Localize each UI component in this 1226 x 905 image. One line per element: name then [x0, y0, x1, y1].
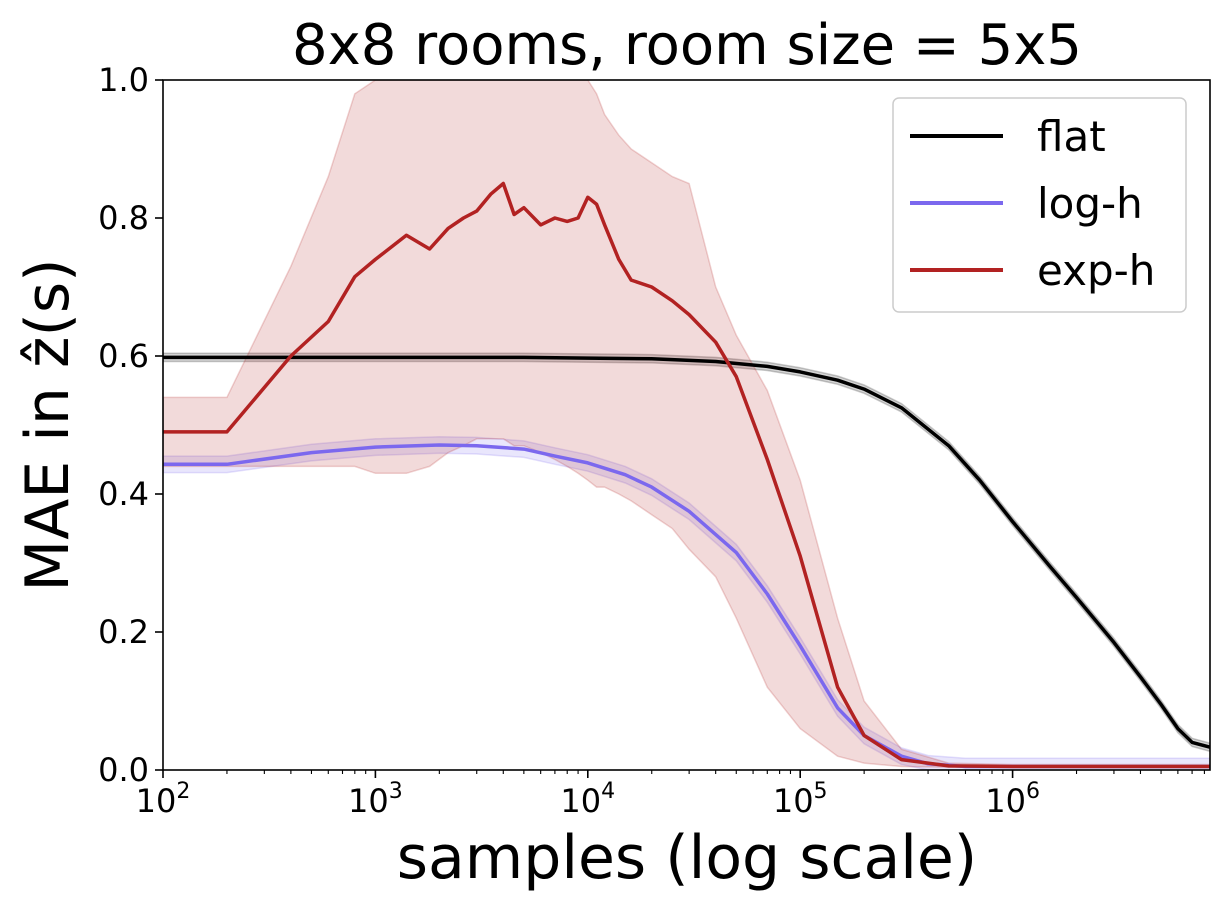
x-tick-label: 104: [560, 779, 615, 820]
x-tick-label: 102: [136, 779, 191, 820]
log-h-band: [163, 435, 1210, 770]
x-tick-label: 106: [985, 779, 1040, 820]
x-tick-label: 105: [773, 779, 828, 820]
y-tick-label: 0.4: [98, 475, 149, 513]
x-tick-label: 103: [348, 779, 403, 820]
series-lines: [163, 181, 1210, 769]
y-tick-label: 0.8: [98, 199, 149, 237]
legend-label: exp-h: [1037, 246, 1155, 295]
legend-label: log-h: [1037, 179, 1143, 228]
y-tick-label: 0.6: [98, 337, 149, 375]
confidence-bands: [163, 80, 1210, 770]
legend: flat log-h exp-h: [892, 97, 1187, 313]
x-axis-label: samples (log scale): [397, 823, 977, 893]
legend-box: [892, 97, 1187, 313]
flat-band: [163, 352, 1210, 753]
exp-h-band: [163, 80, 1210, 768]
x-axis: 102 103 104 105 106: [136, 770, 1205, 820]
y-axis-label: MAE in ẑ(s): [13, 258, 83, 591]
plot-area-frame: [162, 79, 1211, 771]
y-axis: 0.0 0.2 0.4 0.6 0.8 1.0: [98, 61, 163, 789]
exp-h-line: [163, 181, 1210, 769]
y-tick-label: 0.2: [98, 613, 149, 651]
y-tick-label: 1.0: [98, 61, 149, 99]
y-tick-label: 0.0: [98, 751, 149, 789]
legend-label: flat: [1037, 112, 1106, 161]
chart-title: 8x8 rooms, room size = 5x5: [292, 13, 1082, 78]
flat-line: [163, 355, 1210, 749]
